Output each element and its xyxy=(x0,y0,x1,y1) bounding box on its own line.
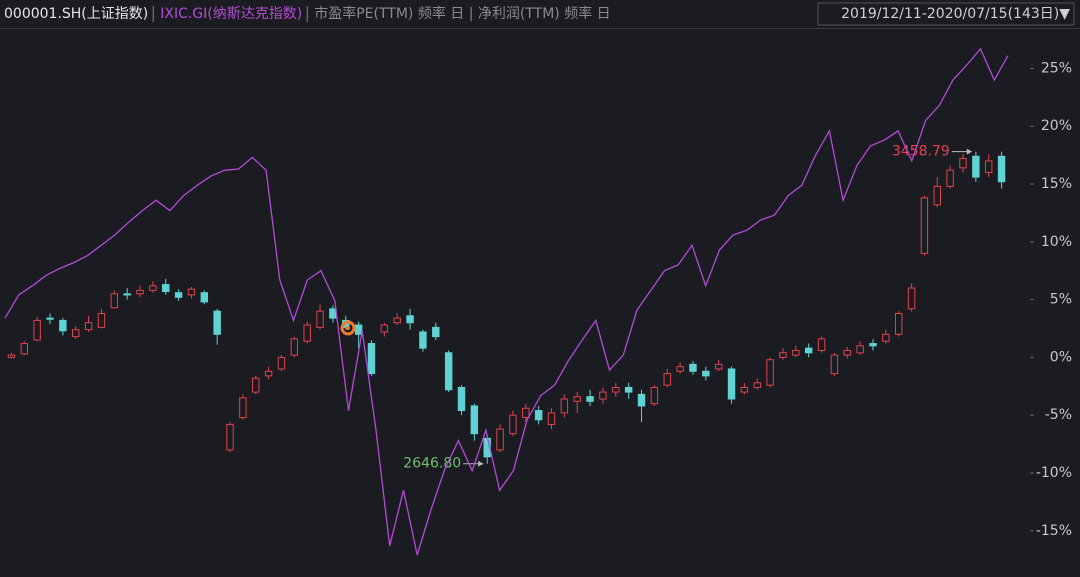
y-tick-label: 20% xyxy=(1041,118,1072,134)
y-tick-label: 0% xyxy=(1050,349,1072,365)
candle-body xyxy=(534,410,543,421)
candle-body xyxy=(7,354,16,358)
y-tick-label: -5% xyxy=(1045,407,1072,423)
candle-body xyxy=(637,393,646,407)
candle-body xyxy=(547,412,556,425)
candle-body xyxy=(894,312,903,335)
candle-body xyxy=(817,338,826,351)
candle-body xyxy=(393,317,401,324)
candle-body xyxy=(830,354,839,375)
indicators: 市盈率PE(TTM) 频率 日 | 净利润(TTM) 频率 日 xyxy=(314,5,610,22)
candle-body xyxy=(984,160,993,173)
candle-body xyxy=(959,158,967,169)
candle-body xyxy=(149,285,157,291)
annotation-label: 2646.80 xyxy=(403,456,461,472)
candle-body xyxy=(727,368,736,400)
candle-body xyxy=(123,293,131,296)
candle-body xyxy=(522,407,530,419)
candle-body xyxy=(689,363,697,372)
candle-body xyxy=(110,293,119,309)
candle-body xyxy=(779,352,787,358)
y-tick-label: 10% xyxy=(1041,234,1072,250)
date-range-box[interactable] xyxy=(817,2,1075,26)
candle-body xyxy=(444,352,453,391)
candle-body xyxy=(226,423,234,451)
candle-body xyxy=(624,386,633,393)
y-tick-label: 5% xyxy=(1050,292,1072,308)
candle-body xyxy=(882,333,890,342)
candle-body xyxy=(264,370,273,377)
candle-body xyxy=(367,343,376,375)
candle-body xyxy=(856,345,864,354)
event-marker-dot xyxy=(346,326,350,330)
candle-body xyxy=(766,359,774,386)
candle-body xyxy=(586,396,594,402)
candle-body xyxy=(612,386,620,393)
candle-body xyxy=(354,324,363,335)
candle-body xyxy=(843,349,851,356)
legend-item: IXIC.GI(纳斯达克指数) xyxy=(160,6,302,22)
candle-body xyxy=(432,326,440,338)
candle-body xyxy=(303,324,311,342)
candle-body xyxy=(419,331,427,349)
candle-body xyxy=(59,319,67,332)
annotation-arrowhead xyxy=(966,148,972,155)
candle-body xyxy=(84,322,93,331)
candle-body xyxy=(380,324,389,333)
candle-body xyxy=(252,377,260,393)
candle-body xyxy=(457,386,466,412)
candle-body xyxy=(239,397,247,419)
index-line xyxy=(4,47,1009,556)
candle-body xyxy=(470,405,479,435)
candle-body xyxy=(997,155,1006,183)
candle-body xyxy=(972,155,980,178)
candle-body xyxy=(702,370,710,377)
candle-body xyxy=(714,363,723,370)
annotation-arrowhead xyxy=(478,460,484,467)
candle-body xyxy=(72,329,80,338)
candle-body xyxy=(213,310,221,335)
annotation-label: 3458.79 xyxy=(892,144,950,160)
candle-body xyxy=(290,338,299,356)
y-tick-label: 15% xyxy=(1041,176,1072,192)
candle-body xyxy=(406,315,414,324)
candle-body xyxy=(933,185,941,206)
candle-body xyxy=(560,398,569,414)
candle-body xyxy=(573,396,581,402)
y-tick-label: -10% xyxy=(1036,465,1072,481)
candle-body xyxy=(46,317,54,320)
candle-body xyxy=(663,373,671,386)
candle-body xyxy=(97,312,106,328)
y-tick-label: -15% xyxy=(1036,523,1072,539)
y-tick-label: 25% xyxy=(1041,60,1072,76)
candle-body xyxy=(316,310,324,328)
candle-body xyxy=(277,356,286,370)
event-marker xyxy=(340,320,356,336)
candle-body xyxy=(599,391,607,400)
candle-body xyxy=(650,386,659,405)
candle-body xyxy=(792,349,800,356)
candle-body xyxy=(676,366,684,372)
candle-body xyxy=(162,284,170,293)
candle-body xyxy=(804,347,813,354)
candle-body xyxy=(174,292,183,298)
candle-body xyxy=(33,319,41,341)
candle-body xyxy=(496,428,504,451)
candle-body xyxy=(740,386,749,393)
candle-body xyxy=(136,289,144,295)
candle-body xyxy=(20,343,29,355)
candle-body xyxy=(187,288,196,296)
candle-body xyxy=(946,169,954,187)
candle-body xyxy=(920,197,929,254)
candle-body xyxy=(869,343,877,347)
candle-body xyxy=(509,414,517,435)
date-range[interactable]: 2019/12/11-2020/07/15(143日)▼ xyxy=(841,6,1070,22)
legend-item: 000001.SH(上证指数) xyxy=(4,6,148,22)
candle-body xyxy=(200,292,209,303)
candle-body xyxy=(329,308,337,319)
candle-body xyxy=(753,382,761,388)
candle-body xyxy=(907,287,916,310)
